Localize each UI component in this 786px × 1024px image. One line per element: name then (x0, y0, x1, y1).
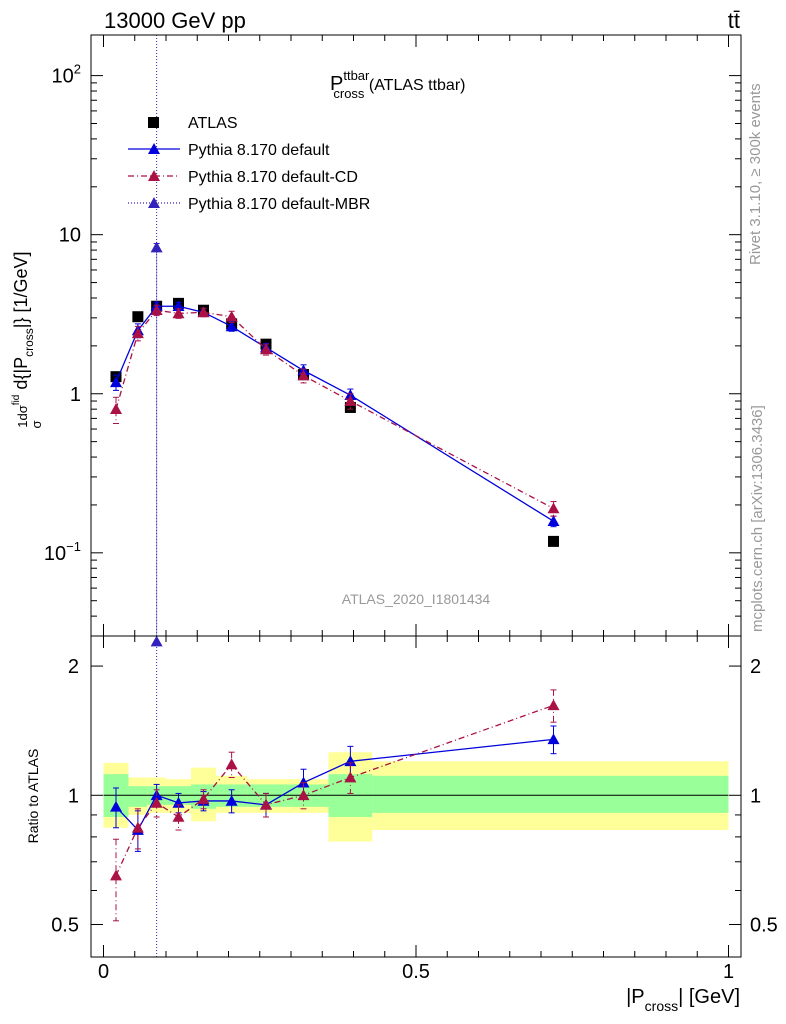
x-tick-label: 1 (723, 961, 734, 983)
pythia-8-170-default-cd-data-point (172, 307, 185, 319)
main-panel: 10−1 1 10 102 Pttbar cross (ATLAS ttbar) 1σd… (11, 34, 742, 957)
ratio-pythia-8-170-default-data-point (344, 755, 357, 767)
plot-title: Pttbar cross (ATLAS ttbar) (330, 68, 465, 101)
pythia-8-170-default-cd-data-point (197, 306, 210, 318)
pythia-8-170-default-mbr-data-point (150, 241, 163, 253)
main-y-tick-label: 10 (59, 225, 81, 247)
pythia-8-170-default-data-point (547, 515, 560, 527)
legend-entry-pythia-mbr: Pythia 8.170 default-MBR (128, 196, 370, 213)
ratio-pythia-8-170-default-line (115, 738, 554, 832)
ratio-pythia-8-170-default-cd-data-point (197, 793, 210, 804)
atlas-data-point (132, 311, 144, 323)
pythia-8-170-default-data-point (225, 320, 238, 332)
ratio-data-marks (110, 635, 560, 922)
ratio-pythia-8-170-default-data-point (547, 733, 560, 745)
legend: ATLAS Pythia 8.170 default Pythia 8.170 … (128, 115, 370, 213)
main-y-tick-label: 1 (70, 384, 81, 406)
ratio-panel: 0.5 0.5 1 1 2 2 0 0.5 1 Ratio to ATLAS |Pcross| … (25, 635, 778, 1014)
mcplots-label: mcplots.cern.ch [arXiv:1306.3436] (749, 405, 766, 632)
pythia-8-170-default-cd-data-point (344, 395, 357, 406)
legend-marker-pythia-mbr (148, 197, 160, 208)
pythia-8-170-default-line (115, 305, 554, 522)
ratio-pythia-8-170-default-cd-data-point (297, 789, 310, 801)
main-y-axis-label: 1σdσfid d{|Pcross|} [1/GeV] (11, 252, 44, 429)
ratio-y-tick-label-left: 0.5 (51, 914, 79, 936)
main-y-tick-label: 10−1 (44, 539, 81, 565)
legend-marker-pythia-default (148, 143, 160, 154)
pythia-8-170-default-cd-data-point (260, 343, 272, 355)
main-data-marks (110, 35, 560, 957)
main-y-tick-label: 102 (52, 62, 81, 88)
ratio-pythia-8-170-default-cd-data-point (260, 798, 272, 810)
pythia-8-170-default-cd-data-point (225, 310, 238, 322)
ratio-y-tick-label-right: 2 (750, 656, 761, 678)
pythia-8-170-default-cd-data-point (131, 327, 144, 339)
ratio-pythia-8-170-default-mbr-data-point (150, 635, 163, 647)
ratio-pythia-8-170-default-cd-data-point (150, 796, 163, 808)
legend-marker-pythia-cd (148, 170, 160, 181)
ratio-pythia-8-170-default-data-point (110, 800, 122, 812)
pythia-8-170-default-cd-line (115, 309, 554, 510)
ratio-y-tick-label-right: 0.5 (750, 914, 778, 936)
pythia-8-170-default-cd-data-point (110, 403, 122, 414)
ratio-pythia-8-170-default-cd-data-point (172, 811, 185, 822)
ratio-pythia-8-170-default-cd-data-point (225, 758, 238, 770)
ratio-pythia-8-170-default-cd-data-point (131, 821, 144, 833)
legend-marker-atlas (148, 117, 159, 128)
legend-entry-atlas: ATLAS (148, 115, 238, 132)
main-axis-ticks: 10−1 1 10 102 (44, 35, 741, 637)
rivet-version-label: Rivet 3.1.10, ≥ 300k events (747, 83, 764, 265)
ratio-pythia-8-170-default-cd-data-point (344, 771, 357, 783)
legend-label-pythia-mbr: Pythia 8.170 default-MBR (188, 196, 370, 213)
ratio-pythia-8-170-default-data-point (225, 794, 238, 806)
stat-uncertainty-band (128, 786, 148, 807)
legend-label-atlas: ATLAS (188, 115, 238, 132)
legend-label-pythia-cd: Pythia 8.170 default-CD (188, 169, 358, 186)
legend-entry-pythia-default: Pythia 8.170 default (128, 142, 330, 159)
x-tick-label: 0.5 (402, 961, 430, 983)
ratio-y-tick-label-left: 1 (68, 785, 79, 807)
ratio-pythia-8-170-default-data-point (297, 776, 310, 788)
analysis-watermark: ATLAS_2020_I1801434 (342, 591, 491, 607)
pythia-8-170-default-cd-data-point (297, 369, 310, 381)
x-tick-label: 0 (98, 961, 109, 983)
stat-uncertainty-band (372, 775, 729, 813)
ratio-pythia-8-170-default-cd-data-point (110, 869, 122, 881)
x-axis-label: |Pcross| [GeV] (626, 986, 740, 1014)
ratio-y-tick-label-left: 2 (68, 656, 79, 678)
ratio-pythia-8-170-default-cd-line (115, 704, 554, 876)
ratio-pythia-8-170-default-cd-data-point (547, 699, 560, 711)
legend-label-pythia-default: Pythia 8.170 default (188, 142, 330, 159)
legend-entry-pythia-cd: Pythia 8.170 default-CD (128, 169, 358, 186)
pythia-8-170-default-data-point (110, 376, 122, 388)
header-energy-label: 13000 GeV pp (104, 8, 246, 33)
ratio-y-tick-label-right: 1 (750, 785, 761, 807)
pythia-8-170-default-cd-data-point (547, 502, 560, 514)
header-process-label: tt̄ (728, 8, 740, 33)
svg-text:1σdσfid d{|Pcross|} [1/GeV]: 1σdσfid d{|Pcross|} [1/GeV] (11, 252, 44, 429)
ratio-y-axis-label: Ratio to ATLAS (25, 749, 41, 844)
atlas-data-point (548, 535, 559, 547)
ratio-axis-ticks: 0.5 0.5 1 1 2 2 0 0.5 1 (51, 636, 778, 983)
ratio-uncertainty-bands (103, 752, 729, 842)
